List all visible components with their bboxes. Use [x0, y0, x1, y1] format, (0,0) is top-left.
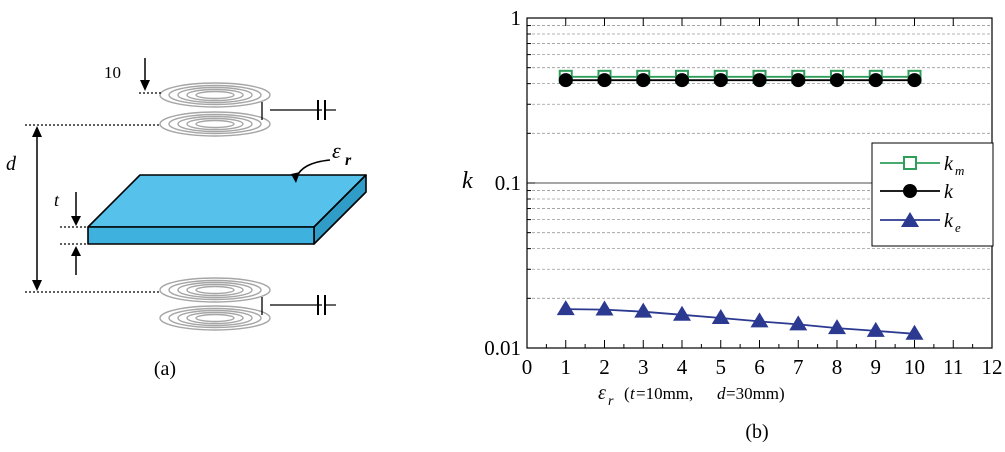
x-tick-label: 11	[943, 355, 963, 379]
data-point-ke	[828, 319, 846, 335]
legend-marker-km	[903, 156, 917, 170]
x-tick-label: 6	[754, 355, 765, 379]
eps-pointer-head	[291, 172, 300, 183]
y-axis-ticks: 0.01 0.1 1	[484, 6, 992, 360]
data-point-ke	[556, 300, 575, 316]
t-label: t	[54, 190, 60, 210]
panel-b-caption: (b)	[745, 421, 768, 443]
data-point-ke	[905, 324, 924, 340]
x-label-d: d	[717, 384, 726, 403]
dielectric-slab	[87, 174, 367, 245]
data-point-k	[830, 73, 844, 88]
eps-symbol: ε	[332, 138, 341, 163]
legend-sub-km: m	[955, 163, 964, 178]
data-point-k	[636, 73, 651, 88]
schematic-panel: 10 d ε r t (a)	[6, 58, 367, 380]
data-point-k	[791, 73, 806, 88]
x-tick-label: 4	[677, 355, 688, 379]
data-point-k	[597, 73, 612, 88]
series-k	[558, 73, 922, 88]
x-tick-label: 8	[832, 355, 843, 379]
d-label: d	[6, 153, 17, 175]
x-tick-label: 1	[561, 355, 572, 379]
legend-item-km: k m	[880, 153, 964, 178]
data-point-ke	[866, 321, 885, 337]
x-label-eps: ε	[598, 382, 606, 404]
data-point-ke	[634, 302, 653, 318]
bottom-coil-upper	[159, 277, 271, 303]
legend-sub-ke: e	[955, 220, 961, 235]
series-line-ke	[565, 308, 915, 335]
x-tick-label: 3	[638, 355, 649, 379]
x-label-t: t	[630, 384, 636, 403]
d-arrowhead-up	[32, 126, 42, 137]
legend-marker-ke	[901, 212, 919, 227]
data-point-k	[907, 73, 922, 88]
legend-item-ke: k e	[880, 210, 961, 235]
data-point-ke	[673, 305, 691, 321]
legend-box	[871, 142, 994, 247]
x-tick-label: 7	[793, 355, 804, 379]
x-label-eps-sub: r	[608, 394, 614, 409]
top-coil-upper	[159, 82, 271, 108]
top-coil-lower	[159, 111, 271, 137]
legend-label-km: k	[944, 153, 954, 175]
data-point-k	[868, 73, 883, 88]
t-arrowhead-bottom	[71, 246, 81, 256]
data-point-k	[752, 73, 767, 88]
data-point-k	[675, 73, 689, 88]
legend-label-ke: k	[944, 210, 954, 232]
x-tick-label: 12	[982, 355, 1003, 379]
legend-marker-k	[903, 184, 917, 198]
x-axis-label: ε r ( t =10mm, d =30mm)	[598, 382, 785, 409]
y-tick-label: 0.01	[484, 336, 521, 360]
x-label-open: (	[624, 384, 630, 403]
x-axis-ticks: 0 1 2 3 4 5 6 7 8 9 10 11 12	[522, 18, 1003, 379]
chart-legend: k m k k e	[871, 142, 994, 247]
bottom-coil-lower	[159, 305, 271, 331]
coil-gap-label: 10	[104, 63, 121, 82]
x-tick-label: 2	[599, 355, 610, 379]
t-arrowhead-top	[71, 216, 81, 226]
data-point-ke	[711, 308, 730, 324]
data-point-ke	[789, 315, 808, 331]
legend-item-k: k	[880, 181, 954, 203]
x-label-t-val: =10mm,	[636, 384, 693, 403]
x-tick-label: 5	[716, 355, 727, 379]
y-tick-label: 1	[511, 6, 522, 30]
x-tick-label: 9	[871, 355, 882, 379]
chart-panel: 0 1 2 3 4 5 6 7 8 9 10 11 12 0.010.11 k m k k e	[462, 6, 1003, 443]
data-point-ke	[750, 312, 769, 328]
x-tick-label: 0	[522, 355, 533, 379]
legend-label-k: k	[944, 181, 954, 203]
x-label-d-val: =30mm)	[726, 384, 785, 403]
y-tick-label: 0.1	[495, 171, 521, 195]
coil-gap-arrowhead	[140, 80, 150, 91]
data-point-ke	[595, 300, 614, 316]
panel-a-caption: (a)	[154, 358, 176, 380]
top-capacitor-icon	[270, 100, 336, 120]
y-axis-label: k	[462, 168, 473, 194]
d-arrowhead-down	[32, 280, 42, 291]
bottom-capacitor-icon	[270, 295, 336, 315]
data-point-k	[713, 73, 728, 88]
series-ke	[556, 300, 924, 340]
chart-series	[556, 69, 924, 340]
data-point-k	[558, 73, 573, 88]
x-tick-label: 10	[904, 355, 925, 379]
eps-sub: r	[345, 152, 352, 169]
